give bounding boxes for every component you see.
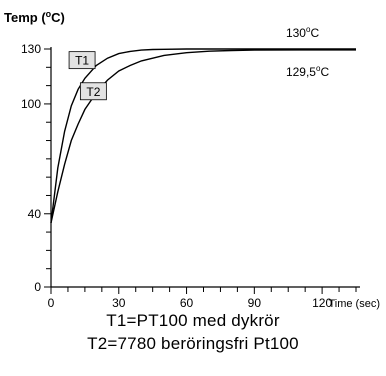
caption-t1: T1=PT100 med dykrör [106, 311, 280, 330]
x-tick-label: 0 [48, 296, 55, 310]
y-tick-label: 0 [34, 280, 41, 294]
y-tick-label: 40 [28, 207, 42, 221]
end-label-t1: 130oC [286, 25, 319, 40]
series-line-t2 [50, 49, 356, 224]
series-label-t2: T2 [86, 85, 100, 99]
x-axis-label: Time (sec) [328, 298, 380, 310]
series-label-box-t2 [79, 82, 107, 101]
y-tick-label: 100 [21, 97, 41, 111]
x-tick-label: 90 [248, 296, 262, 310]
x-tick-label: 60 [180, 296, 194, 310]
caption-t2: T2=7780 beröringsfri Pt100 [87, 334, 299, 353]
series-line-t1 [50, 48, 356, 223]
end-label-t2: 129,5oC [286, 64, 329, 79]
series-label-box-t1 [68, 51, 96, 70]
y-tick-label: 130 [21, 42, 41, 56]
series-label-t1: T1 [75, 54, 89, 68]
y-axis-label: Temp (oC) [4, 9, 65, 25]
x-tick-label: 120 [312, 296, 332, 310]
x-tick-label: 30 [112, 296, 126, 310]
